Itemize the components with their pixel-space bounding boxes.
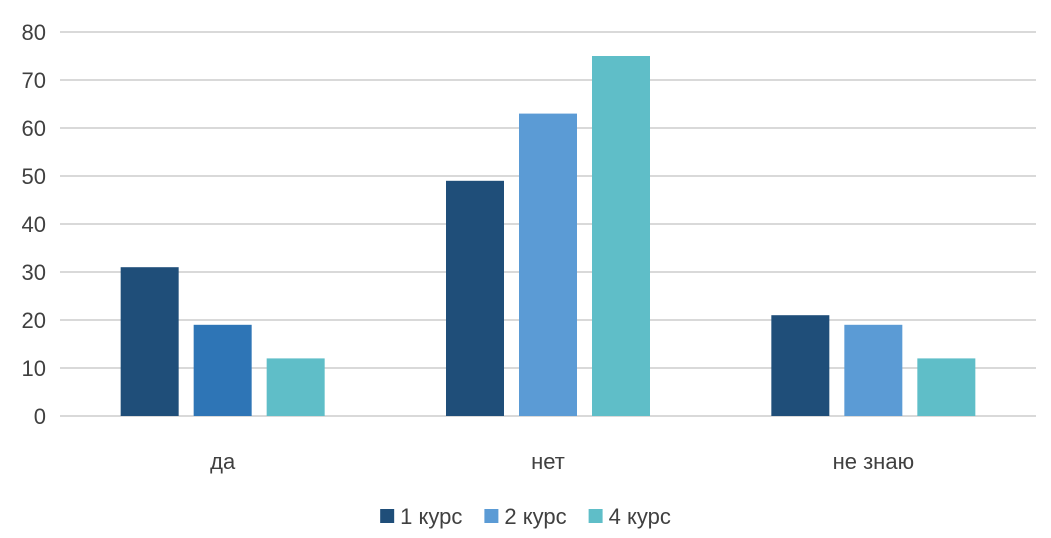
bar-2-1 [193,324,252,416]
y-tick-label: 40 [22,212,46,237]
legend-swatch-3 [588,509,603,523]
y-tick-label: 80 [22,20,46,45]
y-tick-label: 60 [22,116,46,141]
y-tick-label: 70 [22,68,46,93]
bar-1-3 [771,315,830,416]
bars [120,56,976,416]
bar-1-1 [120,267,179,416]
bar-2-3 [844,324,903,416]
x-axis-categories: да нет не знаю [210,449,914,474]
legend-label-3: 4 курс [609,504,671,529]
bar-1-2 [446,180,504,416]
bar-3-2 [592,56,650,416]
y-tick-label: 10 [22,356,46,381]
legend-label-1: 1 курс [400,504,462,529]
bar-3-1 [266,358,325,416]
y-tick-label: 50 [22,164,46,189]
legend-label-2: 2 курс [504,504,566,529]
bar-3-3 [917,358,976,416]
legend-swatch-2 [484,509,499,523]
category-label: нет [531,449,565,474]
y-tick-label: 20 [22,308,46,333]
category-label: не знаю [833,449,914,474]
bar-2-2 [519,113,577,416]
category-label: да [210,449,236,474]
y-tick-label: 0 [34,404,46,429]
y-tick-label: 30 [22,260,46,285]
y-axis-ticks: 0 10 20 30 40 50 60 70 80 [22,20,46,429]
legend-swatch-1 [380,509,395,523]
legend: 1 курс 2 курс 4 курс [380,504,671,529]
